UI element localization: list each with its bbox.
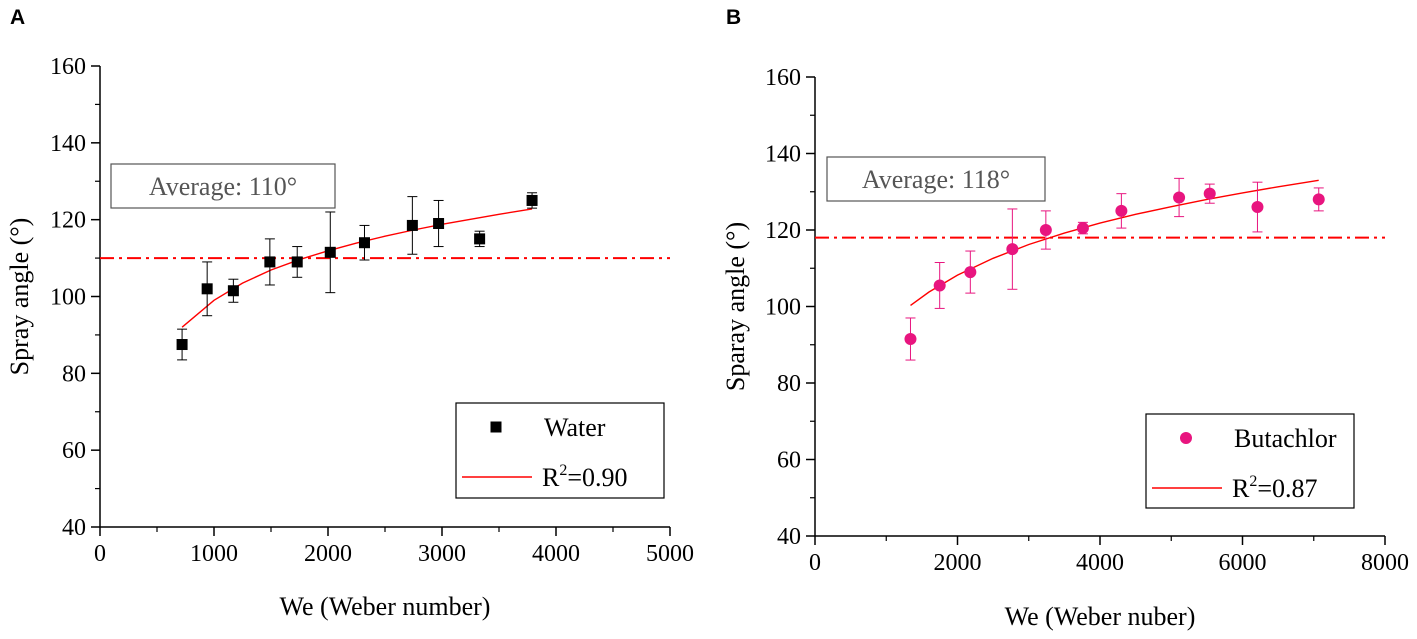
average-box xyxy=(826,156,1046,202)
legend: Butachlor R2=0.87 xyxy=(1145,413,1355,509)
legend-marker xyxy=(1180,432,1192,444)
x-axis-label: We (Weber number) xyxy=(280,592,491,621)
fit-curve xyxy=(910,179,1319,306)
data-point xyxy=(176,339,188,351)
x-tick-label: 4000 xyxy=(532,541,580,567)
legend-fit-superscript: 2 xyxy=(559,462,567,479)
y-tick-label: 40 xyxy=(62,515,86,541)
x-tick-label: 2000 xyxy=(304,541,352,567)
y-tick-label: 40 xyxy=(777,524,801,550)
y-tick-label: 80 xyxy=(62,361,86,387)
y-tick-label: 120 xyxy=(765,218,801,244)
legend-fit-prefix: R xyxy=(542,463,560,492)
x-tick-label: 5000 xyxy=(646,541,694,567)
y-axis-label: Sparay angle (°) xyxy=(721,222,750,391)
y-tick-label: 120 xyxy=(50,208,86,234)
legend-series-label: Water xyxy=(544,413,606,442)
panel-label: B xyxy=(726,6,741,29)
x-tick-label: 8000 xyxy=(1361,550,1409,576)
x-tick-label: 2000 xyxy=(934,550,982,576)
data-point xyxy=(1039,224,1052,236)
legend: Water R2=0.90 xyxy=(455,402,665,499)
legend-box xyxy=(1145,413,1355,509)
data-point xyxy=(201,283,213,295)
y-tick-label: 160 xyxy=(765,65,801,91)
data-point xyxy=(264,256,276,268)
legend-fit-value: =0.90 xyxy=(567,463,627,492)
data-point xyxy=(358,237,370,249)
data-point xyxy=(933,279,946,292)
data-point xyxy=(406,219,418,231)
legend-marker xyxy=(490,421,502,433)
data-point xyxy=(1173,191,1186,204)
data-point xyxy=(1076,222,1089,235)
y-tick-label: 60 xyxy=(62,438,86,464)
chart-panel-a: A 0 1000 2000 3000 4000 5000 40 60 80 100 120 140 160… xyxy=(5,6,694,621)
legend-fit-prefix: R xyxy=(1232,474,1250,503)
x-tick-label: 4000 xyxy=(1076,550,1124,576)
data-point xyxy=(433,218,445,230)
legend-fit-superscript: 2 xyxy=(1249,473,1257,490)
data-point xyxy=(526,194,538,206)
average-label: Average: 118° xyxy=(862,165,1010,194)
y-tick-label: 60 xyxy=(777,448,801,474)
legend-box xyxy=(455,402,665,499)
data-point xyxy=(1006,243,1019,256)
data-point xyxy=(474,233,486,245)
y-tick-label: 140 xyxy=(50,131,86,157)
y-tick-label: 100 xyxy=(765,295,801,321)
average-label: Average: 110° xyxy=(149,172,297,201)
data-point xyxy=(904,333,917,346)
data-point xyxy=(227,285,239,297)
data-point xyxy=(964,266,977,279)
x-tick-label: 0 xyxy=(809,550,821,576)
y-tick-label: 160 xyxy=(50,54,86,80)
data-point xyxy=(1312,193,1325,206)
panel-label: A xyxy=(10,6,25,29)
data-point xyxy=(324,246,336,258)
y-tick-label: 80 xyxy=(777,371,801,397)
legend-fit-label: R2=0.90 xyxy=(542,462,628,492)
chart-panel-b: B 0 2000 4000 6000 8000 40 60 80 100 120 140 160 We (… xyxy=(721,6,1409,631)
x-tick-label: 0 xyxy=(94,541,106,567)
x-tick-label: 6000 xyxy=(1219,550,1267,576)
data-point xyxy=(1251,201,1264,214)
average-box xyxy=(110,163,336,209)
y-tick-label: 140 xyxy=(765,142,801,168)
data-point xyxy=(1203,187,1216,200)
x-axis-label: We (Weber nuber) xyxy=(1005,602,1196,631)
x-tick-label: 3000 xyxy=(418,541,466,567)
y-axis-label: Spray angle (°) xyxy=(5,218,34,376)
legend-fit-label: R2=0.87 xyxy=(1232,473,1318,503)
legend-series-label: Butachlor xyxy=(1234,424,1337,453)
data-point xyxy=(291,256,303,268)
data-point xyxy=(1115,204,1128,217)
y-tick-label: 100 xyxy=(50,285,86,311)
x-tick-label: 1000 xyxy=(190,541,238,567)
legend-fit-value: =0.87 xyxy=(1257,474,1317,503)
fit-curve xyxy=(181,208,533,328)
